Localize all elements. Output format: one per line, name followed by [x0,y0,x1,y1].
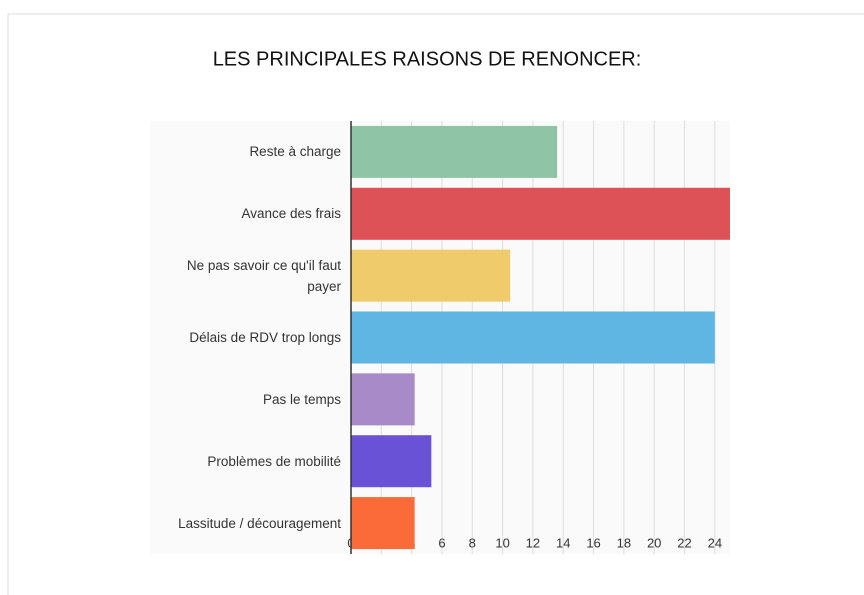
y-tick-label: Délais de RDV trop longs [189,330,341,345]
x-tick-label: 24 [708,535,722,550]
x-tick-label: 10 [495,535,509,550]
bar [351,249,511,302]
bar [351,497,415,550]
x-tick-label: 22 [677,535,691,550]
y-tick-label: Ne pas savoir ce qu'il faut payer [186,257,341,294]
y-tick-label: Reste à charge [249,144,341,160]
y-tick-label: Pas le temps [262,391,341,407]
x-tick-label: 18 [617,535,631,550]
y-tick-label: Avance des frais [241,206,341,222]
bar [351,125,558,178]
x-tick-label: 14 [556,535,570,550]
bar [351,311,715,364]
x-tick-label: 8 [469,535,476,550]
x-tick-label: 6 [438,535,445,550]
chart-title: LES PRINCIPALES RAISONS DE RENONCER: [213,48,642,70]
bar [351,435,432,488]
bar [351,373,415,426]
bar [351,187,730,240]
x-tick-label: 12 [526,535,540,550]
y-tick-label: Problèmes de mobilité [207,453,341,469]
x-tick-label: 20 [647,535,661,550]
y-tick-label: Lassitude / découragement [178,515,341,531]
x-tick-label: 16 [586,535,600,550]
